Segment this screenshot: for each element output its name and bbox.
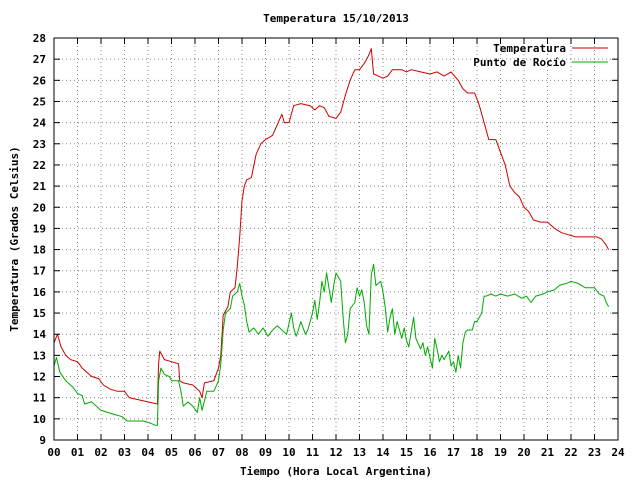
x-tick-label: 02 — [94, 446, 107, 459]
x-tick-label: 15 — [400, 446, 413, 459]
x-tick-label: 08 — [235, 446, 248, 459]
y-tick-label: 17 — [33, 265, 46, 278]
x-tick-label: 12 — [329, 446, 342, 459]
x-tick-label: 20 — [517, 446, 530, 459]
x-tick-label: 19 — [494, 446, 507, 459]
y-tick-label: 19 — [33, 222, 46, 235]
y-tick-label: 27 — [33, 53, 46, 66]
x-tick-label: 05 — [165, 446, 178, 459]
x-tick-label: 06 — [188, 446, 202, 459]
y-tick-label: 13 — [33, 349, 46, 362]
y-tick-label: 25 — [33, 95, 46, 108]
y-tick-label: 22 — [33, 159, 46, 172]
y-tick-label: 14 — [33, 328, 47, 341]
y-tick-label: 28 — [33, 32, 46, 45]
y-tick-label: 24 — [33, 117, 47, 130]
x-tick-label: 00 — [47, 446, 60, 459]
series-line-1 — [53, 263, 610, 426]
x-tick-label: 01 — [71, 446, 85, 459]
x-tick-label: 07 — [212, 446, 225, 459]
x-tick-label: 21 — [541, 446, 555, 459]
x-tick-label: 11 — [306, 446, 320, 459]
y-tick-label: 21 — [33, 180, 47, 193]
y-tick-label: 23 — [33, 138, 46, 151]
y-tick-label: 20 — [33, 201, 46, 214]
legend-label: Temperatura — [493, 42, 566, 55]
y-axis-title: Temperatura (Grados Celsius) — [8, 146, 21, 331]
x-axis-title: Tiempo (Hora Local Argentina) — [240, 465, 432, 478]
y-tick-label: 12 — [33, 371, 46, 384]
x-tick-label: 17 — [447, 446, 460, 459]
x-tick-label: 18 — [470, 446, 483, 459]
series-lines — [53, 48, 610, 426]
legend-label: Punto de Rocío — [473, 56, 566, 69]
chart-title: Temperatura 15/10/2013 — [263, 12, 409, 25]
y-tick-label: 10 — [33, 413, 46, 426]
series-line-0 — [53, 48, 610, 405]
x-tick-label: 24 — [611, 446, 625, 459]
x-tick-label: 13 — [353, 446, 366, 459]
y-tick-label: 26 — [33, 74, 47, 87]
y-tick-label: 9 — [39, 434, 46, 447]
axis-ticks: 00 01 02 03 04 05 06 07 08 09 10 11 12 13 14 15 16 17 18 19… — [33, 32, 625, 459]
y-tick-label: 16 — [33, 286, 47, 299]
x-tick-label: 09 — [259, 446, 272, 459]
x-tick-label: 16 — [423, 446, 437, 459]
y-tick-label: 18 — [33, 244, 46, 257]
x-tick-label: 10 — [282, 446, 295, 459]
x-tick-label: 23 — [588, 446, 601, 459]
x-tick-label: 14 — [376, 446, 390, 459]
y-tick-label: 11 — [33, 392, 47, 405]
x-tick-label: 22 — [564, 446, 577, 459]
y-tick-label: 15 — [33, 307, 46, 320]
x-tick-label: 03 — [118, 446, 131, 459]
x-tick-label: 04 — [141, 446, 155, 459]
grid-lines — [54, 38, 618, 440]
